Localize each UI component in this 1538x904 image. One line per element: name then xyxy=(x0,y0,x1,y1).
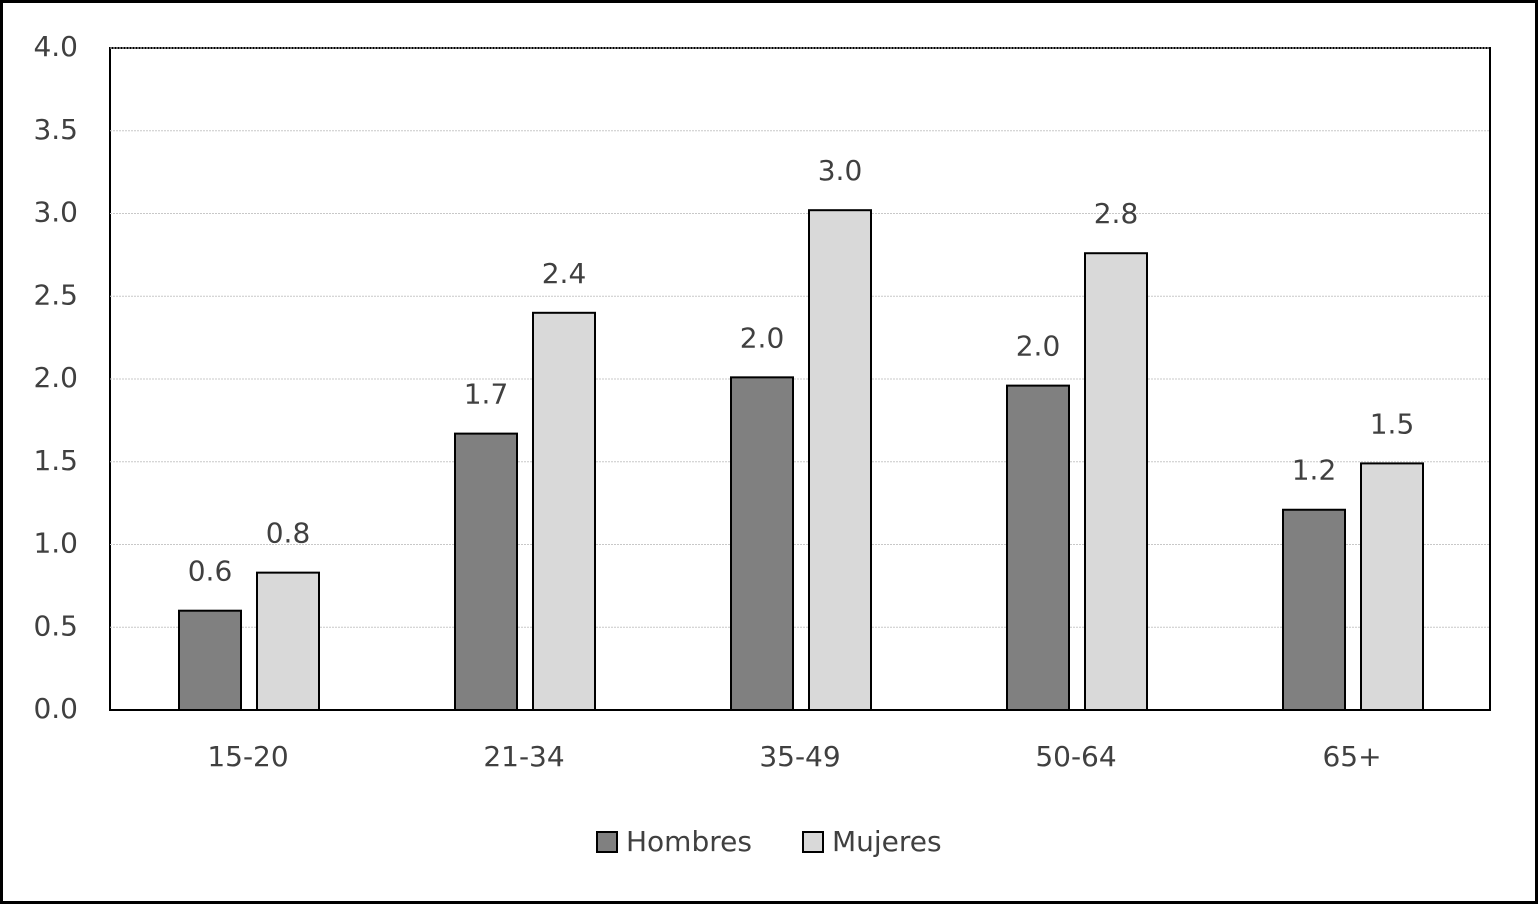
legend-label: Mujeres xyxy=(832,825,942,858)
y-tick-label: 4.0 xyxy=(33,30,78,63)
data-label: 3.0 xyxy=(818,154,863,187)
bar xyxy=(1360,462,1424,711)
y-tick-label: 0.0 xyxy=(33,692,78,725)
y-tick-label: 3.5 xyxy=(33,113,78,146)
data-label: 2.4 xyxy=(542,257,587,290)
bar xyxy=(256,571,320,712)
y-tick-label: 2.5 xyxy=(33,278,78,311)
legend-label: Hombres xyxy=(626,825,752,858)
y-tick-label: 1.5 xyxy=(33,444,78,477)
bar xyxy=(1282,508,1346,711)
legend-swatch xyxy=(802,831,824,853)
bar xyxy=(454,432,518,711)
bar xyxy=(178,609,242,712)
data-label: 2.0 xyxy=(1016,330,1061,363)
y-tick-label: 2.0 xyxy=(33,361,78,394)
data-label: 1.2 xyxy=(1292,454,1337,487)
bar xyxy=(1084,252,1148,711)
data-label: 2.8 xyxy=(1094,197,1139,230)
y-tick-label: 3.0 xyxy=(33,196,78,229)
x-tick-label: 21-34 xyxy=(483,740,564,773)
data-label: 0.8 xyxy=(266,517,311,550)
x-tick-label: 50-64 xyxy=(1035,740,1116,773)
y-tick-label: 1.0 xyxy=(33,527,78,560)
y-tick-label: 0.5 xyxy=(33,609,78,642)
x-tick-label: 15-20 xyxy=(207,740,288,773)
bar xyxy=(532,311,596,711)
data-label: 1.7 xyxy=(464,378,509,411)
legend-swatch xyxy=(596,831,618,853)
bar xyxy=(730,376,794,711)
x-tick-label: 35-49 xyxy=(759,740,840,773)
bar xyxy=(1006,384,1070,711)
data-label: 2.0 xyxy=(740,321,785,354)
data-label: 0.6 xyxy=(188,555,233,588)
x-tick-label: 65+ xyxy=(1322,740,1381,773)
data-label: 1.5 xyxy=(1370,407,1415,440)
bar xyxy=(808,209,872,711)
